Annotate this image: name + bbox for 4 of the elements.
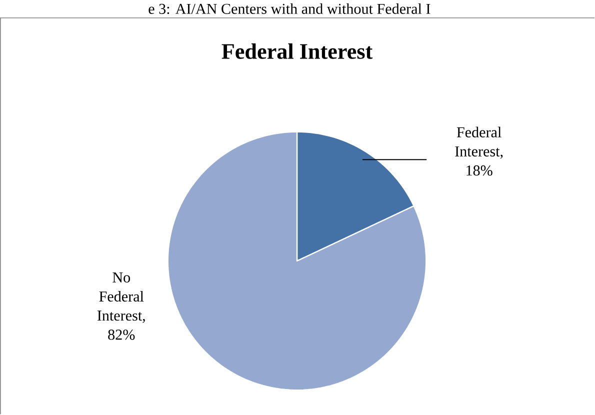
text: e 3: AI/AN Centers with and without Federal I	[148, 3, 430, 14]
slice-label: Federal Interest	[455, 126, 502, 157]
slice-label: No Federal Interest	[97, 272, 144, 321]
chart-title: Federal Interest	[222, 43, 373, 60]
